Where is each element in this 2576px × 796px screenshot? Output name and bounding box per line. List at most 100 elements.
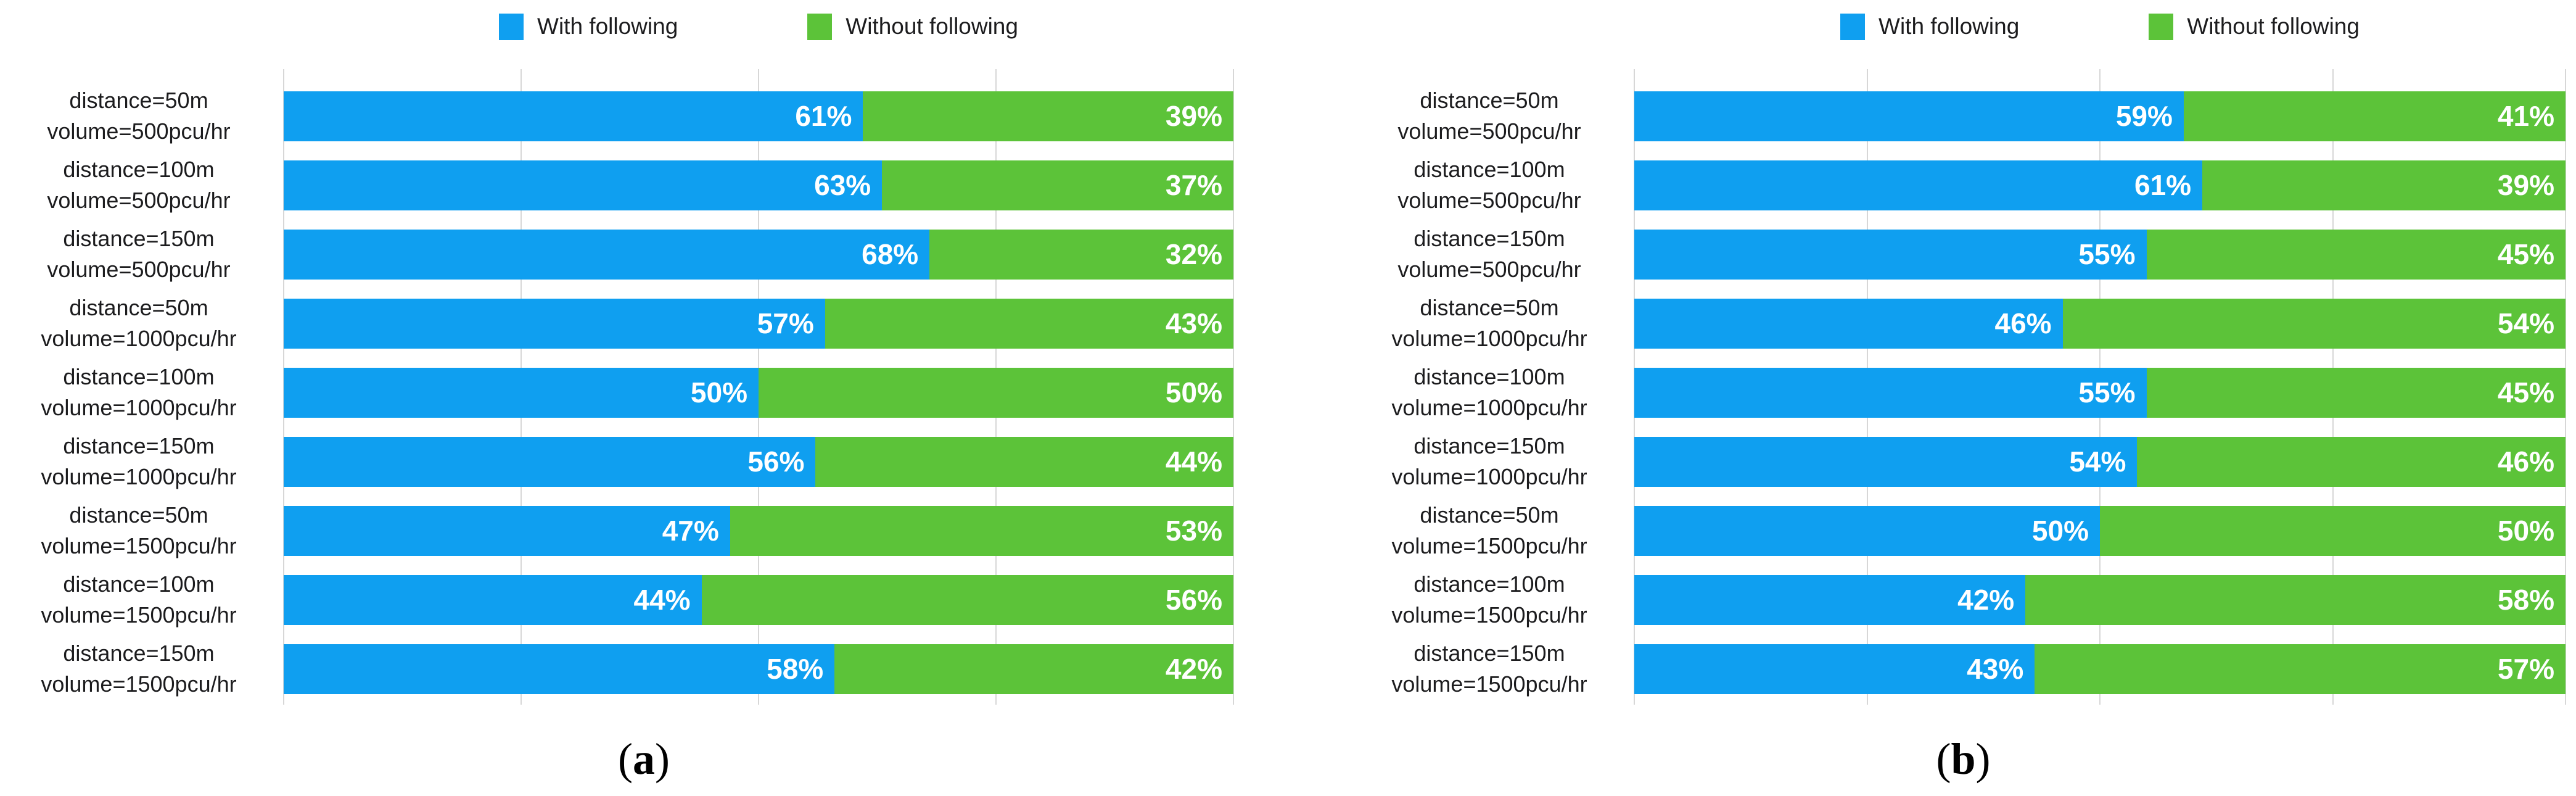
category-label: distance=150m volume=1000pcu/hr <box>1391 433 1587 489</box>
bar-value-label: 37% <box>1165 169 1222 201</box>
bar-row: distance=150m volume=500pcu/hr 68% 32% <box>0 220 1288 289</box>
category-label: distance=150m volume=1000pcu/hr <box>41 433 237 489</box>
bar-value-label: 39% <box>1165 100 1222 132</box>
bar-row: distance=50m volume=1500pcu/hr 50% 50% <box>1351 496 2576 565</box>
bar-segment-with-following: 46% <box>1634 298 2063 349</box>
bar-value-label: 45% <box>2497 376 2554 408</box>
caption-paren: ) <box>1975 734 1991 784</box>
without-following-swatch-icon <box>2149 13 2174 40</box>
bar-value-label: 50% <box>2031 515 2089 547</box>
bar-value-label: 61% <box>2134 169 2192 201</box>
bar-segment-without-following: 50% <box>2100 505 2566 556</box>
category-label: distance=50m volume=1500pcu/hr <box>41 502 237 558</box>
bar-segment-with-following: 50% <box>1634 505 2100 556</box>
category-label: distance=100m volume=1000pcu/hr <box>41 364 237 420</box>
bar-row: distance=150m volume=1500pcu/hr 43% 57% <box>1351 634 2576 703</box>
category-label: distance=100m volume=1500pcu/hr <box>41 571 237 628</box>
caption-paren: ( <box>1936 734 1951 784</box>
bar-segment-without-following: 46% <box>2137 436 2566 487</box>
bar-row: distance=50m volume=500pcu/hr 61% 39% <box>0 81 1288 151</box>
category-label: distance=50m volume=1000pcu/hr <box>41 295 237 351</box>
bar-track: 42% 58% <box>1634 574 2566 625</box>
bar-segment-without-following: 54% <box>2062 298 2566 349</box>
bar-value-label: 58% <box>2497 584 2554 616</box>
category-label: distance=150m volume=500pcu/hr <box>47 226 231 282</box>
bar-value-label: 43% <box>1165 307 1222 339</box>
bar-value-label: 54% <box>2497 307 2554 339</box>
bar-segment-with-following: 55% <box>1634 229 2147 280</box>
bar-value-label: 58% <box>767 653 824 685</box>
bar-segment-without-following: 37% <box>882 160 1233 210</box>
bar-track: 44% 56% <box>284 574 1233 625</box>
bar-row: distance=100m volume=1000pcu/hr 55% 45% <box>1351 358 2576 427</box>
bar-track: 68% 32% <box>284 229 1233 280</box>
legend-item-with-following: With following <box>499 13 678 40</box>
bar-rows: distance=50m volume=500pcu/hr 61% 39% dista… <box>0 69 1288 705</box>
bar-value-label: 50% <box>1165 376 1222 408</box>
bar-segment-with-following: 55% <box>1634 367 2147 418</box>
legend-item-with-following: With following <box>1840 13 2019 40</box>
bar-row: distance=150m volume=1500pcu/hr 58% 42% <box>0 634 1288 703</box>
bar-segment-without-following: 43% <box>825 298 1233 349</box>
category-label: distance=150m volume=1500pcu/hr <box>41 641 237 697</box>
bar-segment-with-following: 56% <box>284 436 816 487</box>
panel-a: With following Without following distanc… <box>0 9 1288 784</box>
category-label: distance=150m volume=1500pcu/hr <box>1391 641 1587 697</box>
bar-segment-with-following: 61% <box>284 91 863 141</box>
bar-track: 59% 41% <box>1634 91 2566 141</box>
bar-row: distance=150m volume=1000pcu/hr 56% 44% <box>0 427 1288 496</box>
bar-value-label: 57% <box>757 307 814 339</box>
bar-track: 58% 42% <box>284 644 1233 694</box>
bar-value-label: 63% <box>814 169 871 201</box>
bar-value-label: 55% <box>2078 238 2136 270</box>
bar-row: distance=150m volume=500pcu/hr 55% 45% <box>1351 220 2576 289</box>
legend-label-without-following: Without following <box>846 14 1018 39</box>
bar-track: 56% 44% <box>284 436 1233 487</box>
bar-row: distance=100m volume=1500pcu/hr 44% 56% <box>0 565 1288 634</box>
bar-segment-with-following: 47% <box>284 505 730 556</box>
caption-paren: ) <box>655 734 670 784</box>
bar-segment-without-following: 39% <box>2202 160 2566 210</box>
bar-segment-with-following: 57% <box>284 298 825 349</box>
bar-value-label: 56% <box>1165 584 1222 616</box>
legend: With following Without following <box>284 9 1233 44</box>
chart-body: distance=50m volume=500pcu/hr 61% 39% dista… <box>0 69 1288 705</box>
bar-segment-without-following: 57% <box>2035 644 2566 694</box>
legend-item-without-following: Without following <box>2149 13 2360 40</box>
bar-value-label: 54% <box>2069 446 2126 478</box>
bar-rows: distance=50m volume=500pcu/hr 59% 41% dista… <box>1351 69 2576 705</box>
bar-row: distance=100m volume=1000pcu/hr 50% 50% <box>0 358 1288 427</box>
bar-value-label: 53% <box>1165 515 1222 547</box>
category-label: distance=100m volume=500pcu/hr <box>47 157 231 213</box>
category-label: distance=100m volume=1000pcu/hr <box>1391 364 1587 420</box>
bar-segment-without-following: 56% <box>701 574 1233 625</box>
bar-value-label: 59% <box>2115 100 2173 132</box>
bar-segment-without-following: 58% <box>2025 574 2566 625</box>
bar-row: distance=50m volume=1000pcu/hr 57% 43% <box>0 289 1288 358</box>
category-label: distance=50m volume=1000pcu/hr <box>1391 295 1587 351</box>
bar-row: distance=100m volume=500pcu/hr 61% 39% <box>1351 151 2576 220</box>
with-following-swatch-icon <box>499 13 524 40</box>
with-following-swatch-icon <box>1840 13 1866 40</box>
bar-value-label: 44% <box>1165 446 1222 478</box>
bar-track: 47% 53% <box>284 505 1233 556</box>
bar-segment-without-following: 44% <box>815 436 1233 487</box>
bar-segment-without-following: 42% <box>834 644 1233 694</box>
bar-value-label: 46% <box>1994 307 2052 339</box>
category-label: distance=150m volume=500pcu/hr <box>1397 226 1581 282</box>
bar-row: distance=50m volume=1000pcu/hr 46% 54% <box>1351 289 2576 358</box>
bar-value-label: 50% <box>690 376 747 408</box>
legend: With following Without following <box>1634 9 2566 44</box>
bar-track: 57% 43% <box>284 298 1233 349</box>
bar-value-label: 57% <box>2497 653 2554 685</box>
bar-segment-without-following: 53% <box>730 505 1233 556</box>
bar-segment-without-following: 45% <box>2146 229 2566 280</box>
bar-track: 43% 57% <box>1634 644 2566 694</box>
bar-value-label: 61% <box>795 100 852 132</box>
legend-item-without-following: Without following <box>807 13 1018 40</box>
legend-label-without-following: Without following <box>2187 14 2360 39</box>
bar-track: 50% 50% <box>1634 505 2566 556</box>
bar-segment-with-following: 58% <box>284 644 835 694</box>
bar-segment-without-following: 39% <box>863 91 1233 141</box>
